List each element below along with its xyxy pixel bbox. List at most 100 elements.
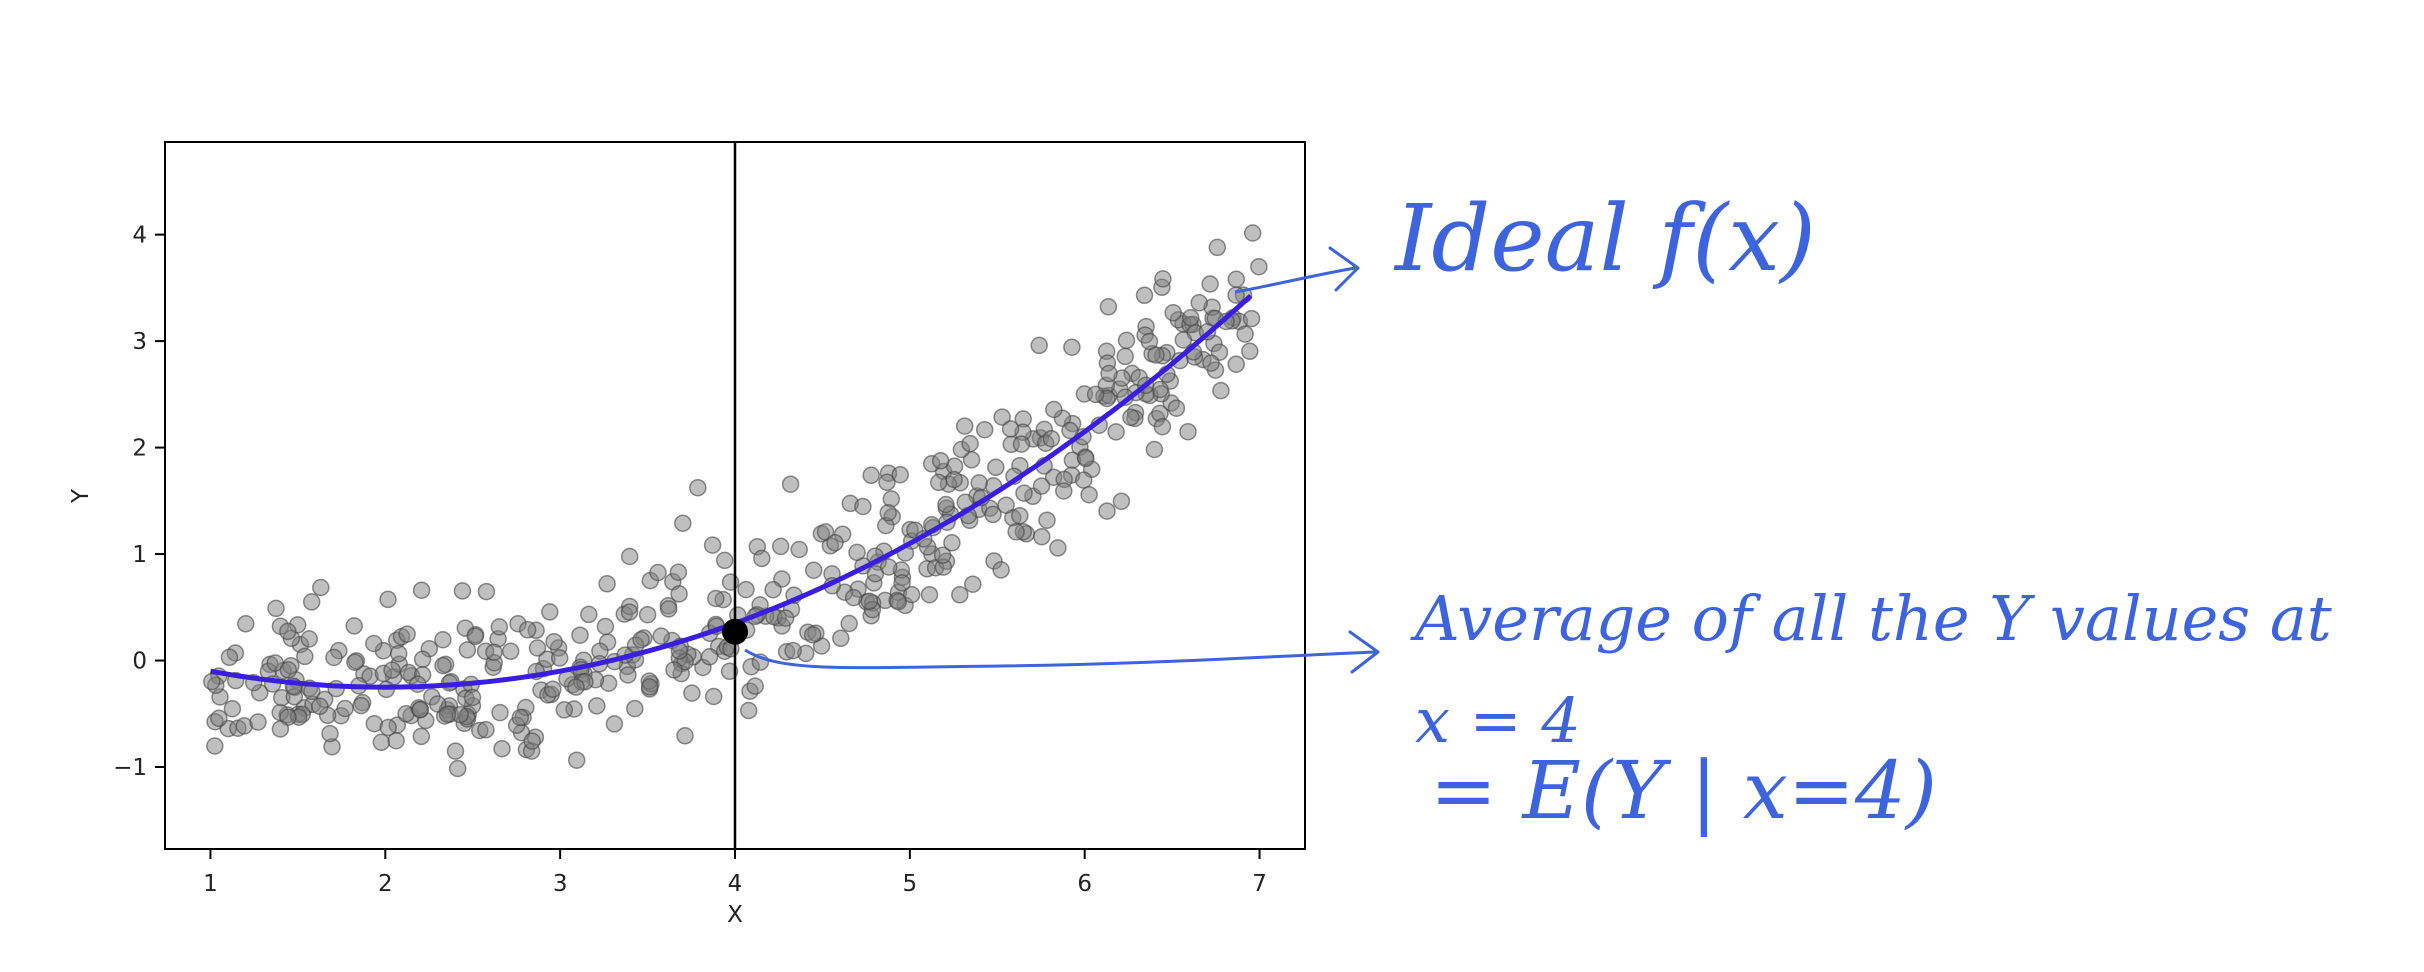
scatter-point [345, 617, 363, 635]
scatter-point [665, 661, 683, 679]
scatter-point [528, 639, 547, 657]
x-tick-label: 7 [1252, 871, 1267, 897]
x-tick-label: 5 [903, 871, 918, 897]
scatter-point [669, 563, 688, 581]
scatter-point [210, 709, 228, 728]
scatter-point [1242, 309, 1261, 328]
scatter-point [764, 580, 782, 599]
scatter-point [1061, 421, 1079, 440]
y-tick-label: 4 [132, 223, 147, 249]
scatter-point [223, 699, 242, 718]
scatter-point [1227, 270, 1246, 289]
scatter-point [588, 697, 606, 715]
y-axis-ticks: −1 0 1 2 3 4 [113, 223, 165, 781]
scatter-point [739, 701, 758, 720]
scatter-point [638, 605, 657, 624]
scatter-point [803, 626, 822, 644]
scatter-point [325, 648, 343, 667]
annotation-average-line3: = E(Y | x=4) [1430, 744, 1937, 837]
x-tick-label: 4 [728, 871, 743, 897]
scatter-point [1063, 338, 1081, 356]
scatter-point [707, 589, 725, 608]
scatter-point [523, 732, 541, 750]
scatter-point [1241, 342, 1259, 361]
scatter-point [411, 700, 429, 719]
scatter-point [434, 656, 452, 675]
scatter-point [1074, 471, 1093, 489]
scatter-point [619, 666, 637, 684]
scatter-point [975, 420, 994, 439]
scatter-point [389, 644, 408, 663]
x-axis-title: X [727, 902, 743, 928]
scatter-point [446, 742, 465, 760]
scatter-point [649, 563, 667, 582]
scatter-points [203, 224, 1268, 778]
arrow-ideal-line [1234, 266, 1356, 294]
x-tick-label: 6 [1077, 871, 1092, 897]
scatter-point [626, 699, 644, 718]
scatter-point [929, 473, 948, 492]
y-tick-label: 2 [132, 436, 147, 462]
arrowhead-ideal [1328, 246, 1360, 292]
scatter-point [1190, 294, 1208, 312]
scatter-point [379, 718, 397, 737]
scatter-point [1086, 385, 1105, 404]
scatter-point [961, 434, 979, 453]
scatter-point [720, 662, 739, 681]
scatter-point [365, 634, 383, 653]
scatter-point [703, 536, 722, 554]
scatter-point [943, 534, 961, 552]
scatter-point [933, 546, 952, 564]
scatter-point [372, 733, 391, 752]
scatter-point [704, 687, 723, 706]
scatter-point [545, 632, 563, 651]
y-axis-title: Y [68, 488, 94, 504]
scatter-point [220, 648, 239, 667]
scatter-point [776, 609, 795, 627]
scatter-point [550, 649, 569, 667]
scatter-point [984, 505, 1002, 524]
scatter-point [683, 684, 701, 702]
scatter-point [206, 737, 224, 755]
scatter-point [438, 705, 457, 723]
scatter-point [1164, 303, 1182, 322]
scatter-point [781, 475, 800, 493]
scatter-point [902, 585, 921, 604]
scatter-point [1032, 477, 1051, 495]
scatter-point [1140, 332, 1159, 351]
highlight-point [722, 618, 748, 645]
scatter-point [448, 759, 467, 778]
x-tick-label: 3 [553, 871, 568, 897]
scatter-point [271, 720, 290, 738]
arrowhead-average [1348, 630, 1380, 674]
scatter-point [1153, 417, 1172, 436]
scatter-point [659, 600, 678, 618]
scatter-point [312, 578, 330, 597]
scatter-point [596, 617, 615, 636]
scatter-point [1181, 308, 1200, 327]
scatter-point [987, 458, 1005, 477]
y-tick-label: 0 [132, 649, 147, 675]
scatter-point [1154, 270, 1172, 288]
scatter-point [493, 739, 511, 758]
scatter-point [1080, 485, 1098, 504]
scatter-point [1100, 364, 1118, 383]
scatter-point [249, 713, 267, 731]
scatter-point [580, 605, 598, 624]
scatter-point [203, 672, 221, 691]
scatter-point [555, 701, 574, 719]
scatter-point [1116, 347, 1134, 366]
scatter-point [879, 503, 897, 522]
scatter-point [860, 592, 879, 610]
scatter-point [300, 630, 318, 648]
scatter-point [311, 697, 329, 716]
scatter-point [1167, 399, 1186, 417]
scatter-point [302, 593, 321, 611]
y-tick-label: 1 [132, 542, 147, 568]
scatter-point [1055, 482, 1073, 500]
scatter-point [379, 590, 397, 609]
scatter-point [790, 540, 808, 559]
arrow-average-line [744, 648, 1376, 670]
scatter-point [676, 727, 694, 745]
